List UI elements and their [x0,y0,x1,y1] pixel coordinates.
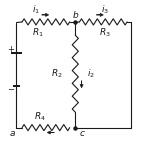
FancyArrow shape [96,13,103,16]
Text: −: − [7,85,14,94]
Text: +: + [7,45,14,54]
Text: $c$: $c$ [79,129,86,138]
Text: $R_4$: $R_4$ [34,111,46,123]
FancyArrow shape [47,131,54,134]
FancyArrow shape [42,13,49,16]
Text: $a$: $a$ [9,129,16,138]
Text: $i_1$: $i_1$ [32,3,40,16]
FancyArrow shape [80,81,83,88]
Text: $i_2$: $i_2$ [87,67,94,80]
Text: $i_3$: $i_3$ [101,3,109,16]
Text: $R_2$: $R_2$ [51,67,63,80]
Text: $R_3$: $R_3$ [99,27,111,39]
Text: $b$: $b$ [72,9,79,20]
Text: $R_1$: $R_1$ [32,27,43,39]
